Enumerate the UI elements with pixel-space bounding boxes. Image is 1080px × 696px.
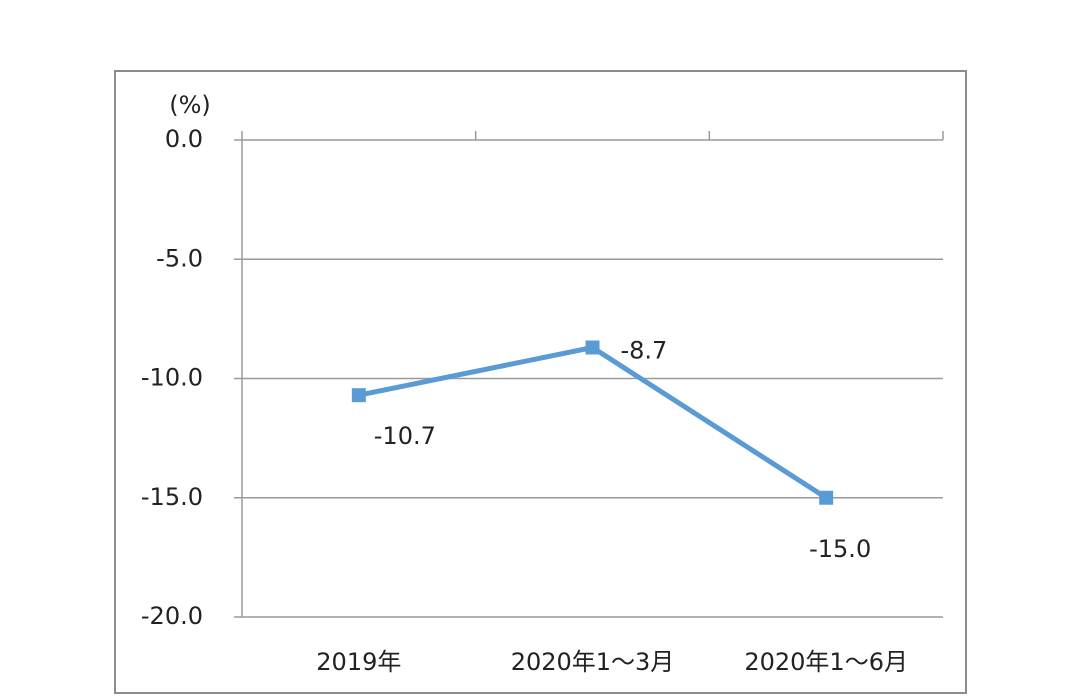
chart-border xyxy=(114,70,967,694)
data-point xyxy=(351,388,366,403)
x-tick-label: 2020年1～3月 xyxy=(511,648,675,676)
y-axis-unit: (%) xyxy=(169,91,211,119)
x-tick-label: 2019年 xyxy=(316,648,401,676)
data-point xyxy=(585,340,600,355)
data-point xyxy=(819,490,834,505)
data-label: -8.7 xyxy=(621,336,668,364)
x-tick-label: 2020年1～6月 xyxy=(744,648,908,676)
y-tick-label: -15.0 xyxy=(141,483,203,511)
y-tick-label: 0.0 xyxy=(165,125,203,153)
y-tick-label: -5.0 xyxy=(156,244,203,272)
data-label: -10.7 xyxy=(374,422,436,450)
data-label: -15.0 xyxy=(809,535,871,563)
y-tick-label: -10.0 xyxy=(141,364,203,392)
y-tick-label: -20.0 xyxy=(141,602,203,630)
